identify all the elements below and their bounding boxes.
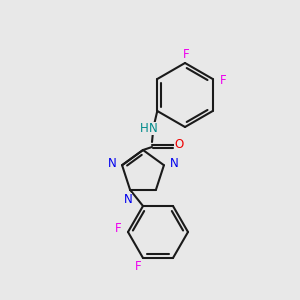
Text: N: N: [148, 122, 158, 134]
Text: O: O: [174, 137, 184, 151]
Text: F: F: [219, 74, 226, 88]
Text: N: N: [169, 157, 178, 170]
Text: F: F: [183, 49, 189, 62]
Text: N: N: [124, 193, 132, 206]
Text: H: H: [140, 122, 148, 134]
Text: F: F: [115, 223, 121, 236]
Text: F: F: [135, 260, 141, 274]
Text: N: N: [108, 157, 116, 170]
